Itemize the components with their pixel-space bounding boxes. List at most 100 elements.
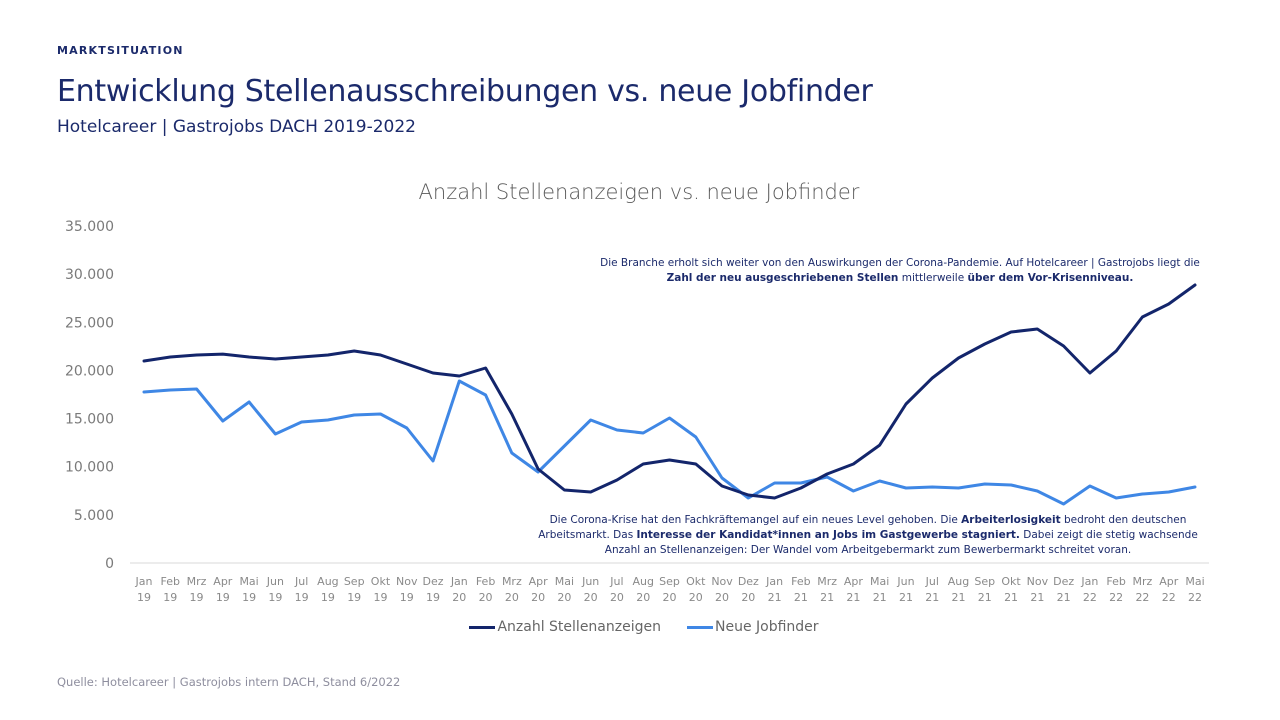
- x-tick-month: Feb: [476, 575, 495, 588]
- x-tick-year: 21: [794, 591, 808, 604]
- x-tick-year: 19: [137, 591, 151, 604]
- x-tick-month: Okt: [1001, 575, 1021, 588]
- x-tick-year: 20: [715, 591, 729, 604]
- x-tick-year: 20: [531, 591, 545, 604]
- y-tick-label: 20.000: [65, 363, 114, 379]
- x-tick-year: 21: [899, 591, 913, 604]
- x-tick-year: 19: [295, 591, 309, 604]
- x-tick-year: 20: [636, 591, 650, 604]
- x-tick-year: 20: [479, 591, 493, 604]
- x-tick-month: Apr: [529, 575, 549, 588]
- x-tick-year: 21: [925, 591, 939, 604]
- x-tick-year: 20: [505, 591, 519, 604]
- annotation-crisis: Die Corona-Krise hat den Fachkräftemange…: [520, 513, 1216, 558]
- legend-swatch-jobfinder: [686, 625, 713, 629]
- annotation-text: Dabei zeigt die stetig wachsende Anzahl …: [604, 529, 1198, 556]
- x-tick-month: Mrz: [502, 575, 522, 588]
- x-tick-month: Aug: [632, 575, 653, 588]
- series-line-jobfinder: [142, 379, 1197, 506]
- x-tick-month: Feb: [161, 575, 180, 588]
- x-tick-month: Sep: [659, 575, 680, 588]
- x-tick-year: 21: [1004, 591, 1018, 604]
- chart-legend: Anzahl Stellenanzeigen Neue Jobfinder: [0, 619, 1280, 635]
- x-tick-month: Nov: [396, 575, 418, 588]
- series-line-stellenanzeigen: [142, 283, 1197, 500]
- x-tick-year: 22: [1109, 591, 1123, 604]
- x-tick-year: 19: [321, 591, 335, 604]
- x-tick-year: 22: [1083, 591, 1097, 604]
- x-tick-year: 21: [768, 591, 782, 604]
- y-tick-label: 25.000: [65, 315, 114, 331]
- legend-item-jobfinder: Neue Jobfinder: [686, 619, 819, 635]
- x-tick-month: Feb: [1106, 575, 1125, 588]
- x-tick-month: Okt: [371, 575, 391, 588]
- x-tick-month: Apr: [844, 575, 864, 588]
- annotation-text: Die Branche erholt sich weiter von den A…: [600, 257, 1200, 269]
- annotation-emphasis: Interesse der Kandidat*innen an Jobs im …: [636, 529, 1020, 541]
- x-tick-year: 20: [557, 591, 571, 604]
- section-label: MARKTSITUATION: [57, 44, 184, 57]
- x-tick-month: Jan: [450, 575, 468, 588]
- x-tick-month: Jan: [1080, 575, 1098, 588]
- x-tick-year: 19: [190, 591, 204, 604]
- x-tick-month: Jul: [609, 575, 623, 588]
- x-tick-month: Mrz: [187, 575, 207, 588]
- x-tick-month: Dez: [738, 575, 759, 588]
- x-tick-month: Aug: [948, 575, 969, 588]
- legend-item-stellenanzeigen: Anzahl Stellenanzeigen: [469, 619, 661, 635]
- x-tick-month: Apr: [1159, 575, 1179, 588]
- legend-swatch-stellenanzeigen: [469, 625, 496, 629]
- x-axis: Jan 19 Feb 19 Mrz 19 Apr 19 Mai 19 Jun 19 Jul 19 Aug 19…: [135, 575, 1205, 604]
- x-tick-month: Dez: [1053, 575, 1074, 588]
- x-tick-year: 19: [400, 591, 414, 604]
- x-tick-month: Jan: [135, 575, 153, 588]
- page-title: Entwicklung Stellenausschreibungen vs. n…: [57, 74, 873, 109]
- x-tick-month: Sep: [344, 575, 365, 588]
- x-tick-month: Jan: [765, 575, 783, 588]
- legend-label: Anzahl Stellenanzeigen: [497, 619, 661, 635]
- y-tick-label: 10.000: [65, 460, 114, 476]
- x-tick-year: 20: [584, 591, 598, 604]
- x-tick-month: Jun: [266, 575, 284, 588]
- y-tick-label: 0: [105, 556, 114, 572]
- x-tick-year: 20: [741, 591, 755, 604]
- x-tick-month: Okt: [686, 575, 706, 588]
- x-tick-year: 21: [820, 591, 834, 604]
- page-subtitle: Hotelcareer | Gastrojobs DACH 2019-2022: [57, 117, 417, 137]
- x-tick-month: Nov: [711, 575, 733, 588]
- x-tick-month: Apr: [213, 575, 233, 588]
- annotation-text: mittlerweile: [898, 272, 968, 284]
- x-tick-year: 22: [1188, 591, 1202, 604]
- y-tick-label: 30.000: [65, 267, 114, 283]
- annotation-text: Die Corona-Krise hat den Fachkräftemange…: [549, 514, 962, 526]
- annotation-text: bedroht den deutschen Arbeitsmarkt. Das: [538, 514, 1187, 541]
- x-tick-month: Jun: [896, 575, 914, 588]
- x-tick-year: 20: [689, 591, 703, 604]
- x-tick-month: Jul: [925, 575, 939, 588]
- x-tick-month: Sep: [974, 575, 995, 588]
- annotation-emphasis: über dem Vor-Krisenniveau.: [967, 272, 1134, 284]
- x-tick-year: 19: [268, 591, 282, 604]
- x-tick-month: Jun: [581, 575, 599, 588]
- x-tick-month: Aug: [317, 575, 338, 588]
- x-tick-year: 21: [952, 591, 966, 604]
- annotation-emphasis: Arbeiterlosigkeit: [961, 514, 1061, 526]
- x-tick-year: 19: [163, 591, 177, 604]
- annotation-recovery: Die Branche erholt sich weiter von den A…: [596, 256, 1204, 286]
- x-tick-year: 19: [216, 591, 230, 604]
- x-tick-month: Mrz: [817, 575, 837, 588]
- x-tick-year: 20: [452, 591, 466, 604]
- x-tick-year: 22: [1135, 591, 1149, 604]
- x-tick-year: 19: [347, 591, 361, 604]
- x-tick-year: 22: [1162, 591, 1176, 604]
- x-tick-year: 21: [873, 591, 887, 604]
- x-tick-month: Mai: [1185, 575, 1204, 588]
- annotation-emphasis: Zahl der neu ausgeschriebenen Stellen: [666, 272, 899, 284]
- x-tick-month: Mrz: [1133, 575, 1153, 588]
- series-group: [142, 283, 1197, 506]
- x-tick-year: 21: [846, 591, 860, 604]
- x-tick-month: Mai: [555, 575, 574, 588]
- x-tick-year: 21: [978, 591, 992, 604]
- x-tick-year: 21: [1057, 591, 1071, 604]
